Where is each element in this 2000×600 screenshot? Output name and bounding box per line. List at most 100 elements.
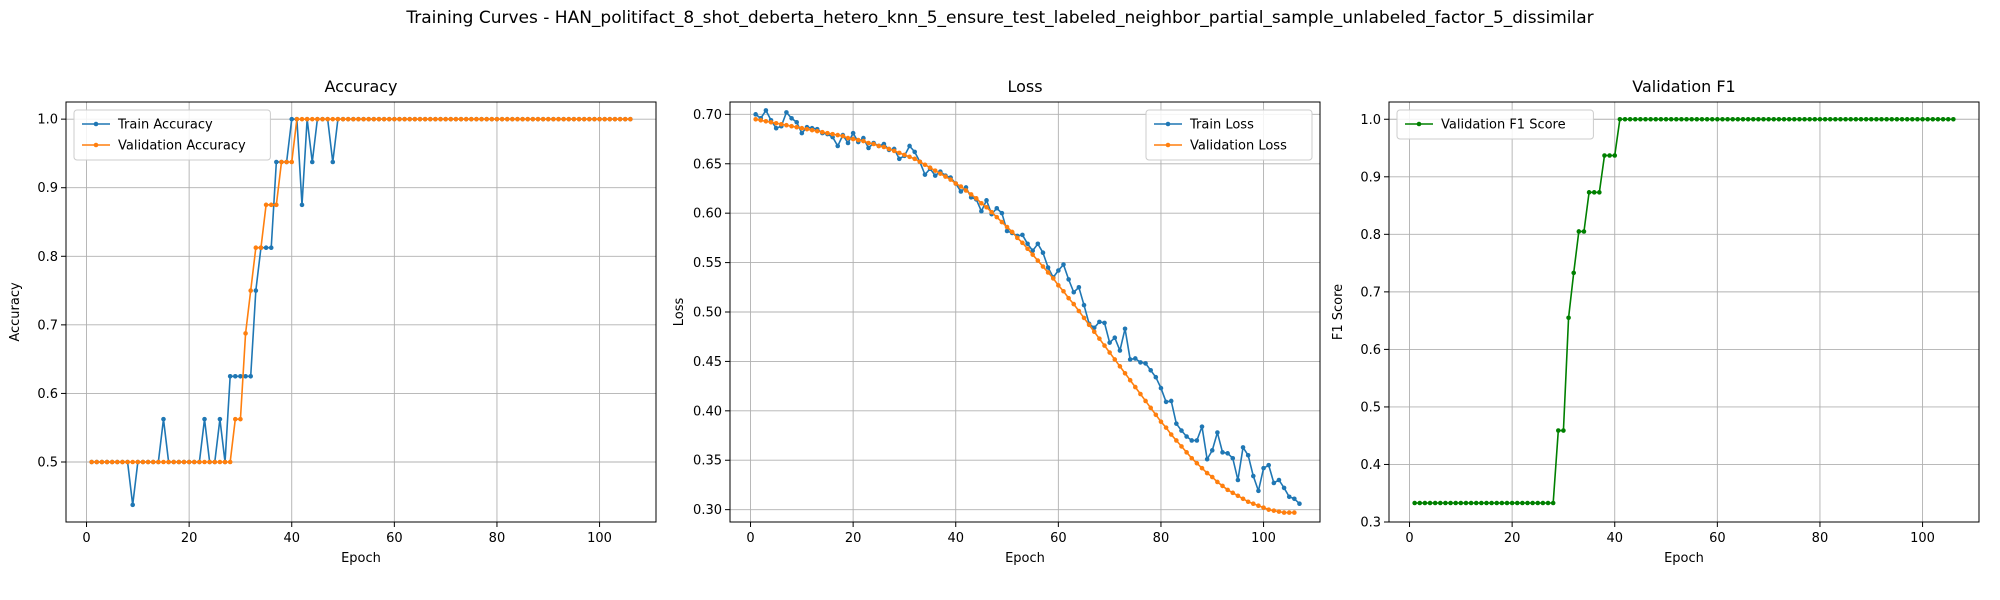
accuracy-series-1-point	[140, 459, 146, 465]
loss-series-0-point	[1209, 448, 1215, 453]
validation-f1-panel: 0 20 40 60 80 100 0.3 0.4 0.5 0.6 0.7 0.8 0.9 1.0 Vali…	[1331, 77, 1980, 566]
accuracy-x-tick-label: 100	[587, 531, 612, 546]
loss-y-axis-label: Loss	[672, 298, 687, 327]
loss-series-0-point	[763, 108, 769, 113]
loss-series-1-point	[799, 125, 805, 131]
loss-series-1-point	[1204, 470, 1210, 476]
loss-series-1-point	[1174, 438, 1179, 443]
validation-f1-series-0-point	[1930, 116, 1936, 122]
loss-legend-marker-0	[1165, 121, 1171, 127]
validation-f1-legend-marker-0	[1416, 121, 1422, 127]
loss-series-0-point	[984, 198, 989, 203]
loss-series-1-point	[1066, 295, 1071, 301]
loss-series-1-point	[845, 135, 851, 141]
accuracy-series-1-point	[197, 459, 202, 465]
accuracy-series-1-point	[356, 116, 361, 122]
loss-series-0-point	[1240, 445, 1246, 450]
validation-f1-series-0-point	[1561, 428, 1566, 433]
validation-f1-series-0-point	[1453, 500, 1458, 506]
loss-series-0-point	[1225, 451, 1230, 456]
accuracy-series-0-point	[309, 159, 315, 165]
accuracy-series-1-point	[576, 116, 582, 122]
loss-series-0-point	[1035, 241, 1041, 247]
loss-series-1-point	[1143, 398, 1148, 404]
loss-series-1-point	[1138, 391, 1143, 397]
loss-series-line-1	[755, 118, 1295, 514]
accuracy-series-1-point	[448, 116, 454, 122]
accuracy-series-1-point	[289, 159, 295, 165]
accuracy-series-1-point	[571, 116, 577, 122]
loss-series-0-point	[907, 143, 912, 149]
loss-series-1-point	[1133, 384, 1138, 390]
loss-series-1-point	[917, 159, 923, 165]
loss-series-0-point	[1025, 241, 1030, 247]
loss-series-0-point	[999, 210, 1005, 216]
validation-f1-series-0-point	[1489, 500, 1494, 506]
validation-f1-series-0-point	[1499, 500, 1505, 506]
accuracy-series-1-point	[248, 288, 253, 293]
loss-series-1-point	[1189, 455, 1195, 461]
accuracy-y-tick-label: 0.7	[37, 318, 58, 333]
loss-series-1-point	[773, 120, 779, 126]
loss-series-1-point	[912, 156, 917, 162]
validation-f1-series-0-point	[1951, 116, 1956, 122]
loss-x-tick-label: 40	[947, 531, 964, 546]
validation-f1-series-0-point	[1720, 116, 1725, 122]
validation-f1-series-line-0	[1414, 118, 1954, 504]
validation-f1-series-0-point	[1648, 116, 1653, 122]
accuracy-series-1-point	[161, 459, 166, 465]
loss-series-1-point	[1266, 507, 1271, 512]
validation-f1-series-0-point	[1730, 116, 1736, 122]
accuracy-series-1-point	[366, 116, 372, 122]
accuracy-series-1-point	[284, 159, 289, 165]
accuracy-series-1-point	[535, 116, 541, 122]
accuracy-series-0-point	[268, 245, 274, 251]
validation-f1-series-0-point	[1945, 116, 1951, 122]
loss-series-1-point	[902, 152, 907, 158]
validation-f1-series-0-point	[1679, 116, 1684, 122]
loss-series-1-point	[1015, 235, 1020, 241]
loss-series-1-point	[958, 184, 964, 189]
accuracy-series-1-point	[484, 116, 490, 122]
accuracy-series-1-point	[145, 459, 151, 465]
loss-series-1-point	[1230, 490, 1236, 496]
validation-f1-series-0-point	[1643, 116, 1648, 122]
validation-f1-series-0-point	[1879, 116, 1884, 122]
validation-f1-series-0-point	[1868, 116, 1874, 122]
loss-series-0-point	[773, 125, 779, 131]
accuracy-series-1-point	[330, 116, 336, 122]
validation-f1-legend: Validation F1 Score	[1396, 109, 1594, 140]
accuracy-y-tick-label: 0.8	[37, 250, 58, 265]
validation-f1-series-0-point	[1514, 500, 1520, 506]
accuracy-legend-label-0: Train Accuracy	[117, 118, 213, 133]
accuracy-series-1-point	[94, 459, 100, 465]
accuracy-series-1-point	[386, 116, 392, 122]
loss-legend-label-1: Validation Loss	[1190, 139, 1287, 154]
loss-series-1-point	[1153, 412, 1159, 418]
loss-series-1-point	[861, 138, 866, 144]
validation-f1-series-0-point	[1468, 500, 1474, 506]
accuracy-series-1-point	[320, 116, 325, 122]
loss-series-0-point	[1199, 424, 1205, 429]
accuracy-series-1-point	[351, 116, 356, 122]
validation-f1-legend-box	[1396, 109, 1594, 140]
validation-f1-series-0-point	[1448, 500, 1453, 506]
accuracy-series-1-point	[520, 116, 525, 122]
validation-f1-axes-frame	[1388, 101, 1980, 523]
loss-series-0-point	[1271, 480, 1277, 486]
validation-f1-series-0-point	[1494, 500, 1500, 506]
loss-y-tick-label: 0.65	[693, 157, 722, 172]
loss-series-0-point	[1071, 289, 1077, 295]
validation-f1-series-0-point	[1833, 116, 1838, 122]
accuracy-legend-box	[73, 109, 271, 161]
accuracy-series-1-point	[622, 116, 628, 122]
accuracy-y-tick-label: 0.9	[37, 181, 58, 196]
loss-series-1-point	[866, 140, 871, 146]
loss-series-0-point	[912, 149, 917, 155]
loss-series-1-point	[1112, 357, 1118, 362]
accuracy-series-1-point	[176, 459, 182, 465]
accuracy-series-0-point	[233, 373, 238, 379]
loss-series-0-point	[1215, 430, 1220, 435]
loss-series-1-point	[830, 131, 835, 137]
accuracy-series-1-point	[345, 116, 351, 122]
